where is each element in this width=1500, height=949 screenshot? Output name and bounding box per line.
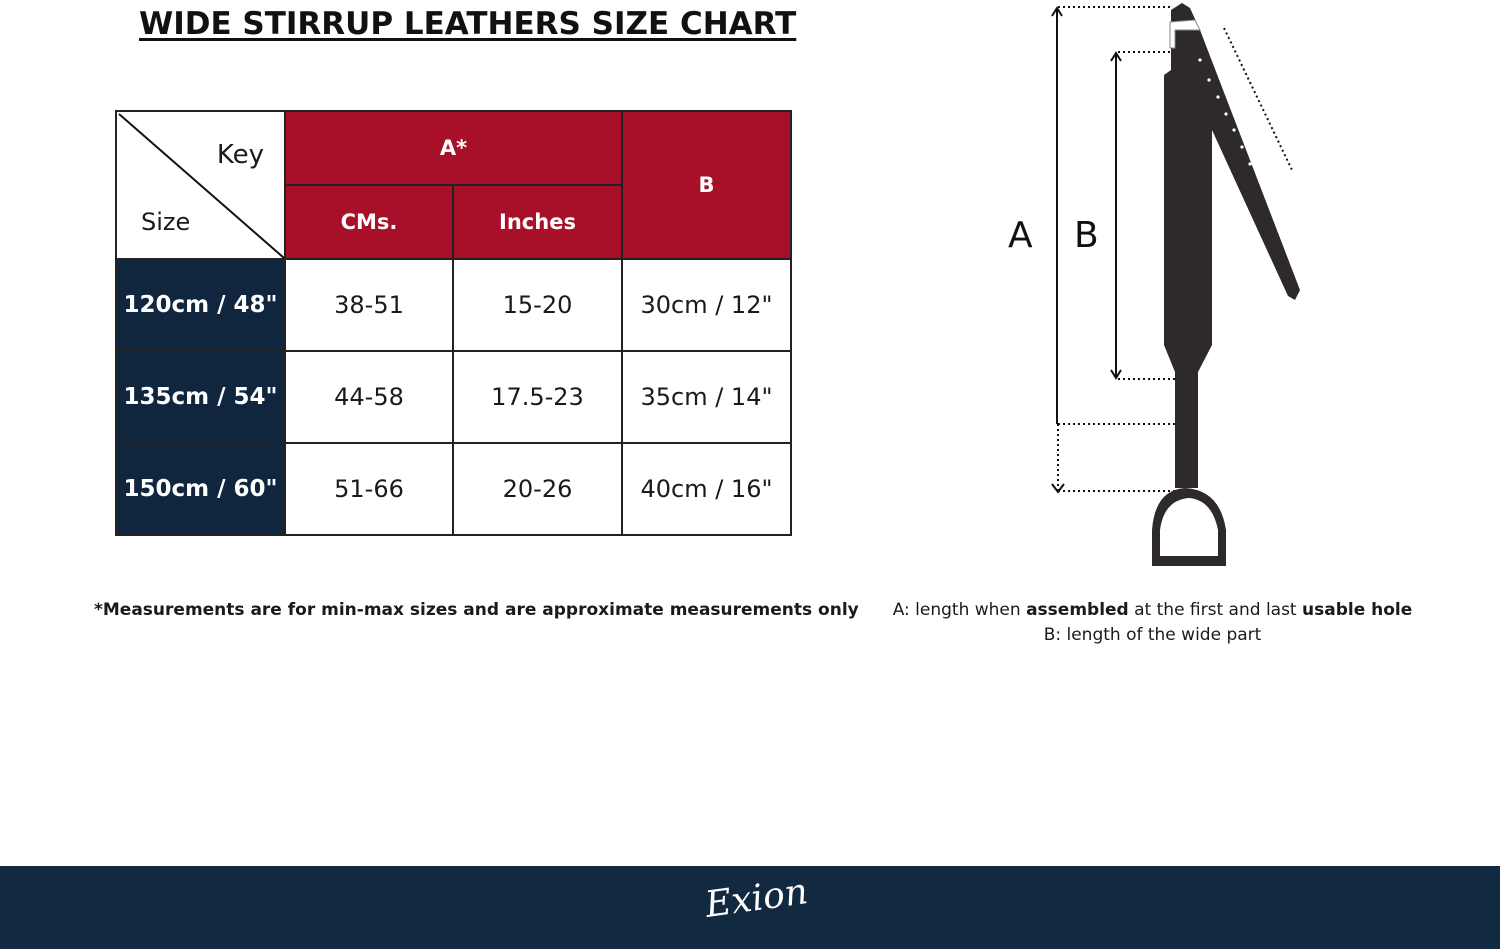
b-cell: 35cm / 14" xyxy=(621,350,792,444)
legend-a-bold-assembled: assembled xyxy=(1026,600,1129,620)
header-a: A* xyxy=(284,110,623,186)
cms-cell: 44-58 xyxy=(284,350,454,444)
inches-cell: 20-26 xyxy=(452,442,623,536)
cms-cell: 38-51 xyxy=(284,258,454,352)
footnote: *Measurements are for min-max sizes and … xyxy=(94,600,859,620)
legend-a-text-mid: at the first and last xyxy=(1128,600,1303,620)
header-cms: CMs. xyxy=(284,184,454,260)
table-row: 135cm / 54" 44-58 17.5-23 35cm / 14" xyxy=(115,350,792,444)
diagonal-divider xyxy=(118,113,284,258)
size-label: Size xyxy=(141,208,191,236)
b-cell: 30cm / 12" xyxy=(621,258,792,352)
key-size-header: Key Size xyxy=(115,110,286,260)
inches-cell: 17.5-23 xyxy=(452,350,623,444)
label-a: A xyxy=(1008,215,1033,256)
footer-bar xyxy=(0,866,1500,949)
size-chart-table: Key Size A* B CMs. Inches 120cm / 48" 38… xyxy=(115,110,792,536)
legend-b: B: length of the wide part xyxy=(1043,625,1262,645)
legend-a: A: length when assembled at the first an… xyxy=(860,600,1445,620)
size-cell: 120cm / 48" xyxy=(115,258,286,352)
cms-cell: 51-66 xyxy=(284,442,454,536)
page-title: WIDE STIRRUP LEATHERS SIZE CHART xyxy=(139,6,797,42)
table-row: 150cm / 60" 51-66 20-26 40cm / 16" xyxy=(115,442,792,536)
legend-a-bold-usable-hole: usable hole xyxy=(1302,600,1413,620)
table-row: 120cm / 48" 38-51 15-20 30cm / 12" xyxy=(115,258,792,352)
stirrup-leather-diagram xyxy=(1051,3,1300,566)
legend-a-text: A: length when xyxy=(892,600,1027,620)
measure-arrows xyxy=(1051,6,1122,494)
header-inches: Inches xyxy=(452,184,623,260)
b-cell: 40cm / 16" xyxy=(621,442,792,536)
size-cell: 135cm / 54" xyxy=(115,350,286,444)
label-b: B xyxy=(1074,215,1099,256)
size-cell: 150cm / 60" xyxy=(115,442,286,536)
header-b: B xyxy=(621,110,792,260)
inches-cell: 15-20 xyxy=(452,258,623,352)
key-label: Key xyxy=(216,140,264,170)
